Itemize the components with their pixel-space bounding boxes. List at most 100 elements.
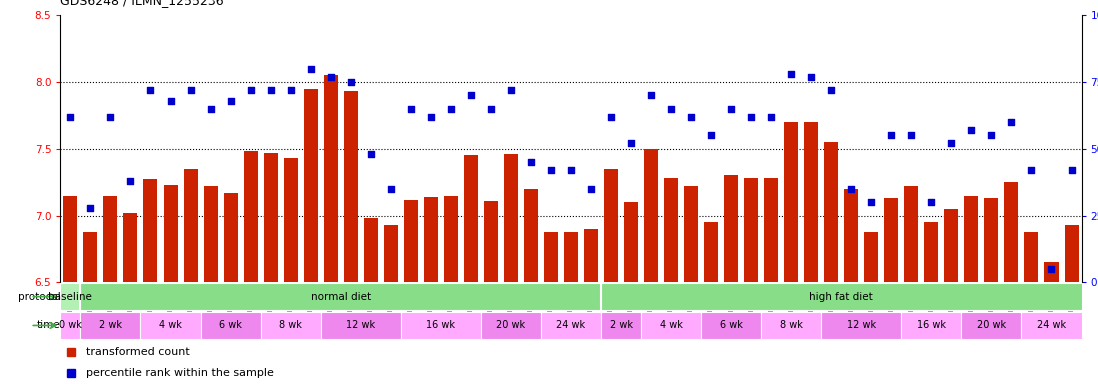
- Text: 6 wk: 6 wk: [719, 320, 742, 331]
- Bar: [584, 229, 598, 282]
- Bar: [844, 189, 859, 282]
- Bar: [1021, 312, 1082, 339]
- Point: [81, 204, 99, 210]
- Bar: [1005, 182, 1019, 282]
- Text: 16 wk: 16 wk: [917, 320, 945, 331]
- Point: [922, 199, 940, 205]
- Bar: [60, 312, 80, 339]
- Bar: [664, 178, 679, 282]
- Point: [362, 151, 380, 157]
- Point: [642, 92, 660, 98]
- Bar: [404, 200, 417, 282]
- Bar: [244, 151, 258, 282]
- Bar: [321, 312, 401, 339]
- Text: 8 wk: 8 wk: [279, 320, 302, 331]
- Bar: [264, 153, 278, 282]
- Bar: [324, 75, 338, 282]
- Bar: [704, 222, 718, 282]
- Bar: [424, 197, 438, 282]
- Point: [762, 114, 780, 120]
- Bar: [64, 195, 77, 282]
- Point: [261, 87, 279, 93]
- Bar: [80, 283, 601, 310]
- Bar: [624, 202, 638, 282]
- Bar: [784, 122, 798, 282]
- Point: [102, 114, 120, 120]
- Point: [341, 79, 359, 85]
- Text: 12 wk: 12 wk: [346, 320, 376, 331]
- Point: [302, 66, 320, 72]
- Bar: [481, 312, 541, 339]
- Point: [1043, 266, 1061, 272]
- Bar: [83, 232, 98, 282]
- Point: [803, 74, 820, 80]
- Text: 2 wk: 2 wk: [609, 320, 632, 331]
- Text: 8 wk: 8 wk: [780, 320, 803, 331]
- Text: 6 wk: 6 wk: [220, 320, 242, 331]
- Point: [883, 132, 900, 139]
- Bar: [401, 312, 481, 339]
- Bar: [821, 312, 901, 339]
- Text: time: time: [36, 320, 60, 331]
- Bar: [641, 312, 702, 339]
- Bar: [103, 195, 117, 282]
- Point: [282, 87, 300, 93]
- Bar: [524, 189, 538, 282]
- Text: 16 wk: 16 wk: [426, 320, 456, 331]
- Text: GDS6248 / ILMN_1255236: GDS6248 / ILMN_1255236: [60, 0, 224, 7]
- Point: [822, 87, 840, 93]
- Bar: [283, 158, 298, 282]
- Point: [182, 87, 200, 93]
- Point: [1022, 167, 1040, 173]
- Point: [623, 141, 640, 147]
- Text: 20 wk: 20 wk: [977, 320, 1006, 331]
- Bar: [141, 312, 201, 339]
- Point: [942, 141, 960, 147]
- Bar: [60, 283, 80, 310]
- Point: [61, 114, 79, 120]
- Bar: [744, 178, 758, 282]
- Bar: [985, 198, 998, 282]
- Text: protocol: protocol: [18, 291, 60, 302]
- Text: 20 wk: 20 wk: [496, 320, 526, 331]
- Point: [142, 87, 159, 93]
- Bar: [201, 312, 260, 339]
- Bar: [864, 232, 878, 282]
- Point: [542, 167, 560, 173]
- Point: [382, 186, 400, 192]
- Point: [242, 87, 259, 93]
- Point: [462, 92, 480, 98]
- Point: [703, 132, 720, 139]
- Bar: [825, 142, 838, 282]
- Text: percentile rank within the sample: percentile rank within the sample: [86, 368, 273, 378]
- Bar: [804, 122, 818, 282]
- Point: [422, 114, 439, 120]
- Point: [222, 98, 239, 104]
- Bar: [344, 91, 358, 282]
- Point: [602, 114, 619, 120]
- Text: 0 wk: 0 wk: [59, 320, 82, 331]
- Bar: [761, 312, 821, 339]
- Bar: [925, 222, 939, 282]
- Bar: [1064, 225, 1078, 282]
- Point: [161, 98, 179, 104]
- Bar: [144, 179, 157, 282]
- Point: [1002, 119, 1020, 125]
- Point: [523, 159, 540, 165]
- Point: [202, 106, 220, 112]
- Bar: [684, 186, 698, 282]
- Bar: [564, 232, 578, 282]
- Text: 24 wk: 24 wk: [1037, 320, 1066, 331]
- Point: [783, 71, 800, 77]
- Bar: [183, 169, 198, 282]
- Bar: [944, 209, 959, 282]
- Bar: [601, 283, 1082, 310]
- Bar: [164, 185, 178, 282]
- Bar: [260, 312, 321, 339]
- Bar: [504, 154, 518, 282]
- Point: [482, 106, 500, 112]
- Bar: [725, 175, 738, 282]
- Bar: [702, 312, 761, 339]
- Point: [1063, 167, 1080, 173]
- Text: transformed count: transformed count: [86, 347, 190, 357]
